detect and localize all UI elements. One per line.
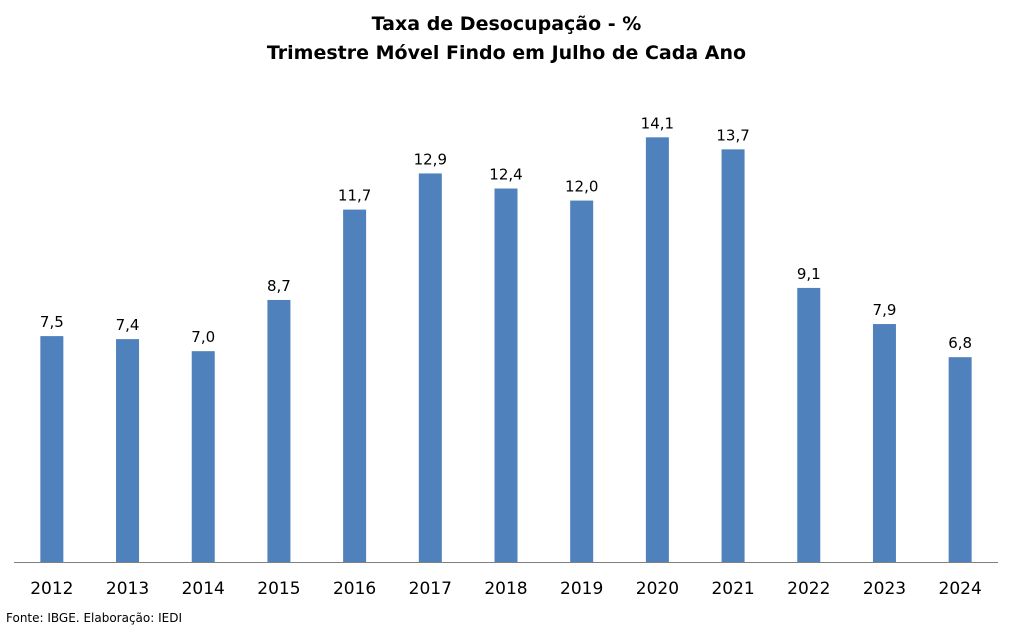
bar-2014 [191, 351, 215, 562]
bar-2024 [948, 357, 972, 562]
value-label-2014: 7,0 [191, 328, 215, 346]
value-label-2022: 9,1 [797, 265, 821, 283]
x-tick-label-2024: 2024 [939, 579, 982, 599]
value-labels-group: 7,5 7,4 7,0 8,7 11,7 12,9 12,4 12,0 14,1 13,7 9,1 7… [40, 114, 972, 352]
bar-2012 [40, 336, 64, 562]
bar-2022 [797, 287, 821, 562]
bar-2017 [418, 173, 442, 562]
x-tick-label-2016: 2016 [333, 579, 376, 599]
value-label-2021: 13,7 [716, 126, 749, 144]
value-label-2012: 7,5 [40, 313, 64, 331]
x-tick-label-2014: 2014 [182, 579, 225, 599]
x-tick-labels-group: 2012 2013 2014 2015 2016 2017 2018 2019 2020 2021… [30, 579, 982, 599]
x-tick-label-2013: 2013 [106, 579, 149, 599]
bar-2019 [570, 200, 594, 562]
value-label-2018: 12,4 [489, 166, 522, 184]
value-label-2016: 11,7 [338, 187, 371, 205]
chart-title: Taxa de Desocupação - % Trimestre Móvel … [0, 10, 1013, 68]
bar-2015 [267, 299, 291, 562]
bar-2020 [645, 137, 669, 563]
x-tick-label-2023: 2023 [863, 579, 906, 599]
value-label-2023: 7,9 [873, 301, 897, 319]
chart-subtitle: Trimestre Móvel Findo em Julho de Cada A… [266, 42, 747, 64]
chart-title-line1: Taxa de Desocupação - % [371, 13, 642, 35]
source-note: Fonte: IBGE. Elaboração: IEDI [6, 611, 183, 625]
x-tick-label-2021: 2021 [711, 579, 754, 599]
value-label-2017: 12,9 [414, 150, 447, 168]
value-label-2024: 6,8 [948, 334, 972, 352]
bar-2021 [721, 149, 745, 562]
x-tick-label-2012: 2012 [30, 579, 73, 599]
value-label-2019: 12,0 [565, 178, 598, 196]
value-label-2020: 14,1 [641, 114, 674, 132]
value-label-2013: 7,4 [116, 316, 140, 334]
bars-group [40, 137, 972, 563]
bar-2013 [116, 339, 140, 562]
value-label-2015: 8,7 [267, 277, 291, 295]
bar-2018 [494, 188, 518, 562]
x-tick-label-2015: 2015 [257, 579, 300, 599]
bar-2016 [343, 209, 367, 562]
x-tick-label-2020: 2020 [636, 579, 679, 599]
x-tick-label-2019: 2019 [560, 579, 603, 599]
bar-2023 [872, 324, 896, 562]
x-tick-label-2018: 2018 [484, 579, 527, 599]
x-tick-label-2022: 2022 [787, 579, 830, 599]
x-tick-label-2017: 2017 [409, 579, 452, 599]
